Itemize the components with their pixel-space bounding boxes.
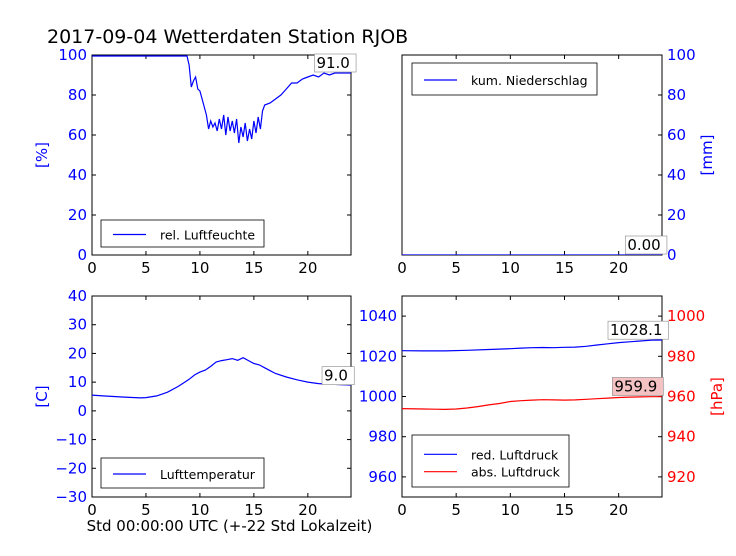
pressure-series-line-0	[402, 339, 662, 352]
humidity-axes-frame	[91, 54, 352, 256]
temperature-panel: 0 5 10 15 20 −30 −20 −10 0 10 20 30 40 [C] Std 00:00:0…	[33, 287, 372, 535]
humidity-xtick-label: 15	[244, 259, 263, 277]
temperature-ytick-label: −10	[55, 431, 87, 449]
pressure-xtick-label: 0	[397, 501, 407, 519]
precip-xtick-label: 10	[501, 259, 520, 277]
pressure-annotation-label: 959.9	[614, 377, 657, 395]
temperature-axes-frame	[91, 295, 352, 498]
pressure-xtick-label: 10	[501, 501, 520, 519]
temperature-ytick-label: 0	[77, 402, 87, 420]
humidity-series-line-0	[92, 55, 351, 144]
precip-xtick-label: 15	[555, 259, 574, 277]
temperature-xtick-label: 20	[298, 501, 317, 519]
temperature-xtick-label: 15	[244, 501, 263, 519]
pressure-ytick-label: 980	[368, 428, 397, 446]
humidity-xtick-label: 10	[190, 259, 209, 277]
temperature-ytick-label: −30	[55, 488, 87, 506]
pressure-xtick-label: 5	[451, 501, 461, 519]
precip-annotation-box	[625, 235, 668, 255]
pressure-xtick-label: 15	[555, 501, 574, 519]
precip-legend-label: kum. Niederschlag	[471, 73, 588, 88]
pressure-annotation-box	[612, 377, 664, 396]
humidity-xtick-label: 20	[298, 259, 317, 277]
temperature-ytick-label: −20	[55, 459, 87, 477]
precip-annotation-label: 0.00	[627, 236, 660, 254]
humidity-xtick-label: 0	[87, 259, 97, 277]
pressure-right-ylabel: [hPa]	[708, 377, 726, 416]
humidity-ytick-label: 20	[68, 206, 87, 224]
temperature-annotation-box	[321, 366, 355, 386]
precip-ytick-label: 40	[667, 166, 686, 184]
humidity-annotation-label: 91.0	[316, 54, 349, 72]
temperature-series-line-0	[92, 357, 351, 399]
precip-ytick-label: 80	[667, 86, 686, 104]
temperature-xtick-label: 5	[141, 501, 151, 519]
humidity-panel: 0 5 10 15 20 0 20 40 60 80 100 [%] 91.0 rel. Luftfeuc…	[33, 46, 357, 277]
precip-ytick-label: 60	[667, 126, 686, 144]
humidity-ytick-label: 40	[68, 166, 87, 184]
pressure-annotation-label: 1028.1	[610, 321, 663, 339]
pressure-annotation-box	[607, 320, 669, 340]
pressure-legend-box	[411, 434, 570, 488]
pressure-series-line-1	[402, 396, 662, 411]
precip-ylabel: [mm]	[698, 135, 716, 176]
pressure-ytick-label: 1040	[359, 307, 397, 325]
temperature-xlabel: Std 00:00:00 UTC (+-22 Std Lokalzeit)	[87, 517, 373, 535]
temperature-ytick-label: 10	[68, 373, 87, 391]
humidity-ytick-label: 100	[58, 46, 87, 64]
precip-panel: 0 5 10 15 20 0 20 40 60 80 100 [mm] 0.00 kum. Nieders…	[397, 46, 716, 277]
humidity-ytick-label: 80	[68, 86, 87, 104]
temperature-legend-box	[100, 457, 265, 489]
pressure-ytick-label: 1000	[359, 388, 397, 406]
humidity-legend-box	[100, 219, 265, 248]
pressure-panel: 0 5 10 15 2096098010001020104092094096098010…	[359, 295, 726, 519]
pressure-ytick-label: 960	[368, 468, 397, 486]
temperature-xtick-label: 0	[87, 501, 97, 519]
temperature-ytick-label: 30	[68, 316, 87, 334]
temperature-annotation-label: 9.0	[324, 367, 348, 385]
pressure-right-ytick-label: 980	[667, 347, 696, 365]
figure-title: 2017-09-04 Wetterdaten Station RJOB	[47, 26, 409, 48]
temperature-ytick-label: 40	[68, 287, 87, 305]
precip-ytick-label: 0	[667, 246, 677, 264]
pressure-legend-label: abs. Luftdruck	[471, 465, 561, 480]
temperature-xtick-label: 10	[190, 501, 209, 519]
temperature-ytick-label: 20	[68, 344, 87, 362]
pressure-right-ytick-label: 940	[667, 428, 696, 446]
pressure-ytick-label: 1020	[359, 347, 397, 365]
temperature-legend-label: Lufttemperatur	[160, 467, 256, 482]
precip-ytick-label: 20	[667, 206, 686, 224]
precip-legend-box	[411, 62, 598, 96]
precip-xtick-label: 0	[397, 259, 407, 277]
precip-xtick-label: 5	[451, 259, 461, 277]
humidity-legend-label: rel. Luftfeuchte	[160, 228, 255, 243]
humidity-ytick-label: 0	[77, 246, 87, 264]
precip-ytick-label: 100	[667, 46, 696, 64]
pressure-right-ytick-label: 960	[667, 388, 696, 406]
humidity-annotation-box	[314, 53, 357, 73]
humidity-ylabel: [%]	[33, 142, 51, 168]
pressure-legend-label: red. Luftdruck	[471, 447, 559, 462]
temperature-ylabel: [C]	[33, 385, 51, 407]
pressure-xtick-label: 20	[609, 501, 628, 519]
pressure-right-ytick-label: 920	[667, 468, 696, 486]
precip-xtick-label: 20	[609, 259, 628, 277]
pressure-right-ytick-label: 1000	[667, 307, 705, 325]
humidity-ytick-label: 60	[68, 126, 87, 144]
humidity-xtick-label: 5	[141, 259, 151, 277]
